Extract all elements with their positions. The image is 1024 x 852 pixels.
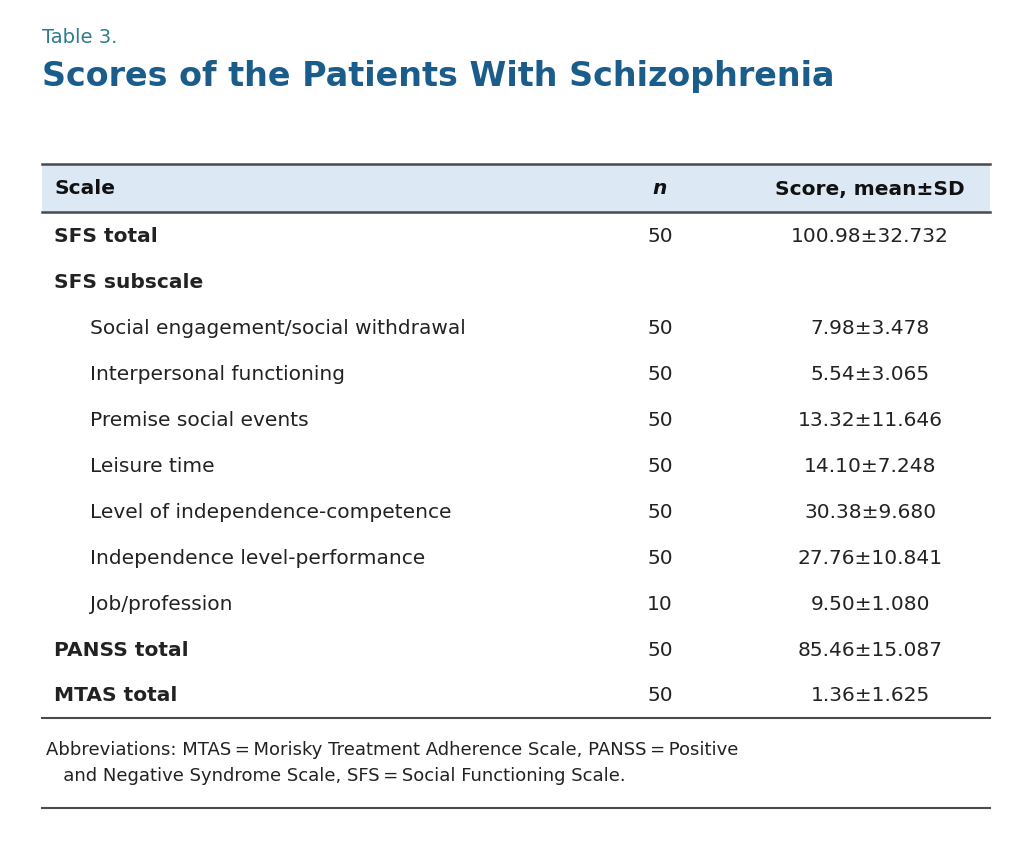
Text: Score, mean±SD: Score, mean±SD bbox=[775, 179, 965, 199]
Text: Social engagement/social withdrawal: Social engagement/social withdrawal bbox=[90, 318, 466, 337]
Text: Table 3.: Table 3. bbox=[42, 28, 118, 47]
Text: 5.54±3.065: 5.54±3.065 bbox=[810, 364, 930, 383]
Text: Premise social events: Premise social events bbox=[90, 410, 308, 429]
Text: 50: 50 bbox=[647, 364, 673, 383]
Text: 50: 50 bbox=[647, 456, 673, 475]
Text: Job/profession: Job/profession bbox=[90, 594, 232, 613]
Text: 10: 10 bbox=[647, 594, 673, 613]
Text: SFS total: SFS total bbox=[54, 227, 158, 245]
Text: 30.38±9.680: 30.38±9.680 bbox=[804, 502, 936, 521]
Text: Leisure time: Leisure time bbox=[90, 456, 215, 475]
Text: 50: 50 bbox=[647, 318, 673, 337]
Text: 50: 50 bbox=[647, 227, 673, 245]
Text: 50: 50 bbox=[647, 686, 673, 705]
Text: 85.46±15.087: 85.46±15.087 bbox=[798, 640, 942, 659]
Text: 7.98±3.478: 7.98±3.478 bbox=[810, 318, 930, 337]
Text: MTAS total: MTAS total bbox=[54, 686, 177, 705]
Text: Independence level-performance: Independence level-performance bbox=[90, 548, 425, 567]
Text: PANSS total: PANSS total bbox=[54, 640, 188, 659]
Text: and Negative Syndrome Scale, SFS = Social Functioning Scale.: and Negative Syndrome Scale, SFS = Socia… bbox=[46, 766, 626, 784]
Text: 50: 50 bbox=[647, 410, 673, 429]
Text: 27.76±10.841: 27.76±10.841 bbox=[798, 548, 942, 567]
Text: 50: 50 bbox=[647, 502, 673, 521]
Text: Interpersonal functioning: Interpersonal functioning bbox=[90, 364, 345, 383]
Text: n: n bbox=[653, 179, 668, 199]
FancyBboxPatch shape bbox=[42, 164, 990, 213]
Text: Scale: Scale bbox=[54, 179, 115, 199]
Text: Level of independence-competence: Level of independence-competence bbox=[90, 502, 452, 521]
Text: 9.50±1.080: 9.50±1.080 bbox=[810, 594, 930, 613]
Text: 100.98±32.732: 100.98±32.732 bbox=[792, 227, 949, 245]
Text: 13.32±11.646: 13.32±11.646 bbox=[798, 410, 942, 429]
Text: 50: 50 bbox=[647, 640, 673, 659]
Text: Abbreviations: MTAS = Morisky Treatment Adherence Scale, PANSS = Positive: Abbreviations: MTAS = Morisky Treatment … bbox=[46, 740, 738, 758]
Text: SFS subscale: SFS subscale bbox=[54, 272, 203, 291]
Text: Scores of the Patients With Schizophrenia: Scores of the Patients With Schizophreni… bbox=[42, 60, 835, 93]
Text: 14.10±7.248: 14.10±7.248 bbox=[804, 456, 936, 475]
Text: 1.36±1.625: 1.36±1.625 bbox=[810, 686, 930, 705]
Text: 50: 50 bbox=[647, 548, 673, 567]
